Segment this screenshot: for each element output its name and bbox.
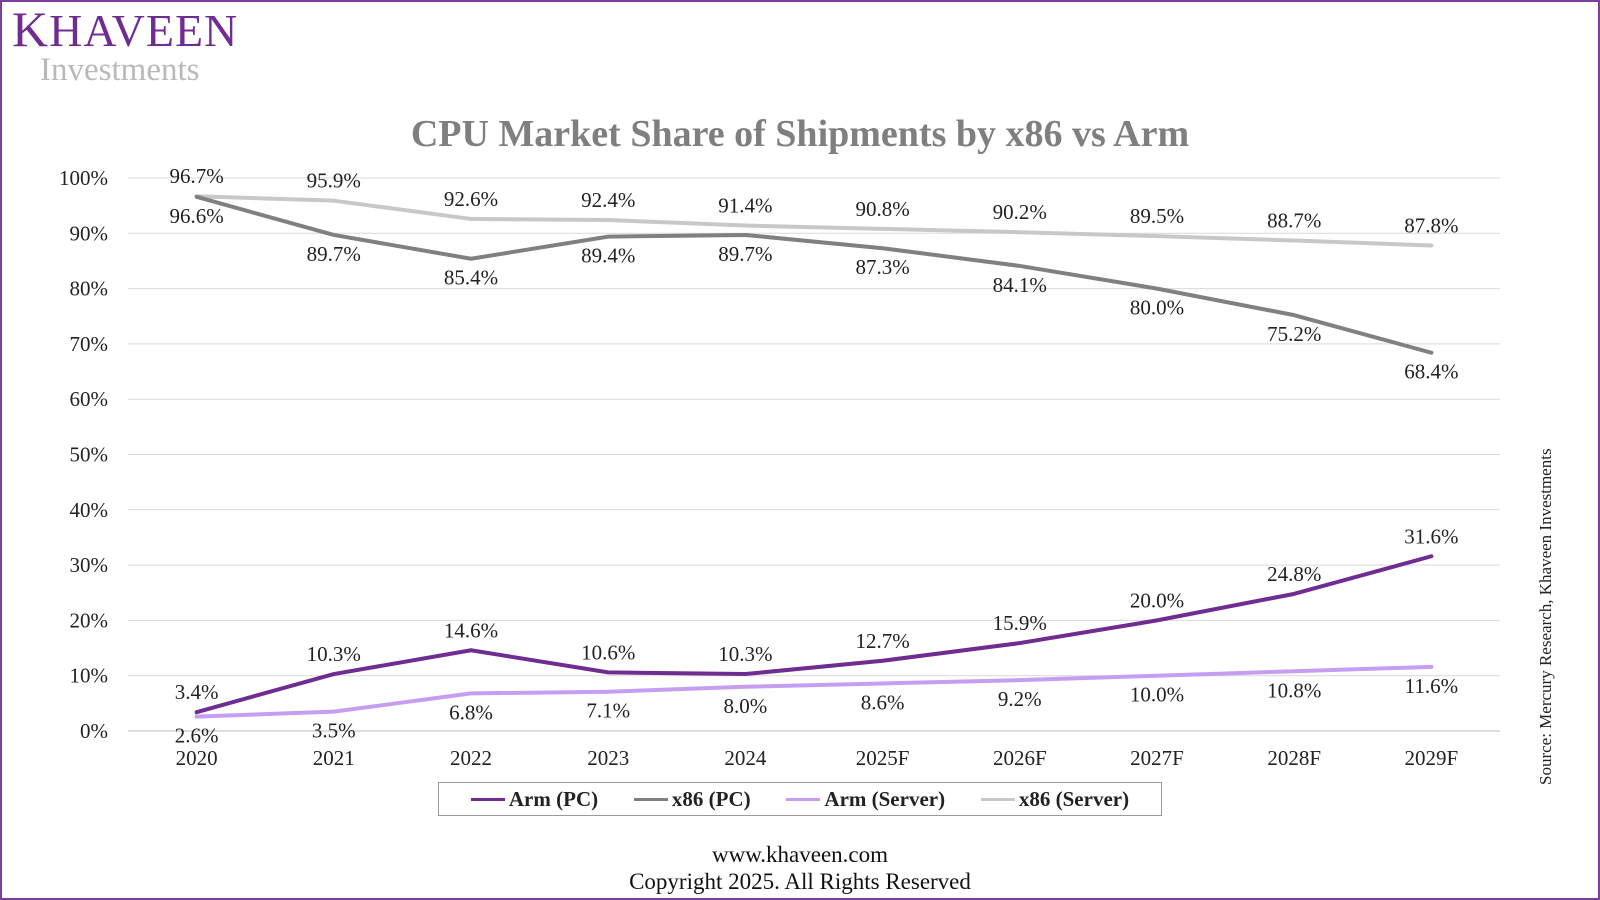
legend-swatch bbox=[786, 797, 821, 801]
legend-label: Arm (PC) bbox=[508, 786, 599, 811]
data-label: 10.3% bbox=[718, 642, 772, 666]
legend-item: x86 (Server) bbox=[980, 786, 1130, 812]
legend-item: Arm (PC) bbox=[470, 786, 599, 812]
data-label: 14.6% bbox=[444, 618, 498, 642]
legend-item: Arm (Server) bbox=[786, 787, 945, 812]
logo-subtitle: Investments bbox=[40, 52, 200, 88]
data-label: 75.2% bbox=[1267, 322, 1321, 346]
data-label: 12.7% bbox=[855, 629, 909, 653]
footer-copyright: Copyright 2025. All Rights Reserved bbox=[629, 869, 971, 894]
logo-wordmark: HAVEEN bbox=[49, 5, 239, 56]
data-label: 11.6% bbox=[1405, 674, 1458, 698]
data-label: 10.8% bbox=[1267, 678, 1321, 702]
data-label: 3.4% bbox=[175, 680, 219, 704]
data-label: 87.3% bbox=[855, 255, 909, 279]
data-label: 90.2% bbox=[993, 200, 1047, 224]
legend-swatch bbox=[470, 797, 505, 801]
data-label: 2.6% bbox=[175, 724, 219, 748]
data-label: 85.4% bbox=[444, 266, 498, 290]
x-tick-label: 2028F bbox=[1267, 746, 1321, 770]
data-label: 89.7% bbox=[307, 242, 361, 266]
x-tick-label: 2025F bbox=[856, 746, 910, 770]
data-label: 24.8% bbox=[1267, 562, 1321, 586]
y-tick-label: 10% bbox=[70, 664, 109, 688]
data-label: 9.2% bbox=[998, 687, 1042, 711]
data-label: 80.0% bbox=[1130, 296, 1184, 320]
data-label: 10.6% bbox=[581, 640, 635, 664]
legend-swatch bbox=[633, 797, 668, 801]
series-line bbox=[194, 194, 1434, 248]
data-label: 89.7% bbox=[718, 242, 772, 266]
footer-website: www.khaveen.com bbox=[711, 842, 889, 867]
data-label: 96.6% bbox=[169, 204, 223, 228]
data-label: 92.4% bbox=[581, 188, 635, 212]
x-tick-label: 2020 bbox=[176, 746, 218, 770]
y-tick-label: 30% bbox=[70, 553, 109, 577]
x-tick-label: 2023 bbox=[587, 746, 629, 770]
legend-label: x86 (Server) bbox=[1018, 786, 1130, 811]
brand-logo: KHAVEEN bbox=[12, 4, 238, 54]
y-tick-label: 20% bbox=[70, 608, 109, 632]
y-tick-label: 0% bbox=[80, 719, 108, 743]
data-label: 96.7% bbox=[169, 164, 223, 188]
data-label: 84.1% bbox=[993, 273, 1047, 297]
x-tick-label: 2027F bbox=[1130, 746, 1184, 770]
data-label: 89.5% bbox=[1130, 204, 1184, 228]
data-label: 31.6% bbox=[1404, 524, 1458, 548]
y-tick-label: 40% bbox=[70, 498, 109, 522]
data-label: 15.9% bbox=[993, 611, 1047, 635]
chart-legend: Arm (PC) x86 (PC) Arm (Server) x86 (Server) bbox=[438, 782, 1162, 816]
x-tick-label: 2022 bbox=[450, 746, 492, 770]
data-label: 91.4% bbox=[718, 194, 772, 218]
y-tick-label: 70% bbox=[70, 332, 109, 356]
data-label: 6.8% bbox=[449, 700, 493, 724]
y-tick-label: 60% bbox=[70, 387, 109, 411]
data-label: 87.8% bbox=[1404, 213, 1458, 237]
x-tick-label: 2026F bbox=[993, 746, 1047, 770]
series-line bbox=[194, 664, 1434, 719]
data-label: 88.7% bbox=[1267, 208, 1321, 232]
logo-initial: K bbox=[12, 1, 50, 57]
data-label: 3.5% bbox=[312, 719, 356, 743]
data-label: 92.6% bbox=[444, 187, 498, 211]
data-label: 20.0% bbox=[1130, 588, 1184, 612]
data-label: 90.8% bbox=[855, 197, 909, 221]
source-note: Source: Mercury Research, Khaveen Invest… bbox=[1536, 448, 1555, 785]
data-label: 10.3% bbox=[307, 642, 361, 666]
data-label: 8.6% bbox=[861, 690, 905, 714]
data-label: 95.9% bbox=[307, 169, 361, 193]
data-label: 89.4% bbox=[581, 244, 635, 268]
x-tick-label: 2029F bbox=[1405, 746, 1459, 770]
x-tick-label: 2024 bbox=[724, 746, 767, 770]
series-line bbox=[194, 554, 1434, 715]
chart-title: CPU Market Share of Shipments by x86 vs … bbox=[410, 113, 1190, 155]
data-label: 10.0% bbox=[1130, 683, 1184, 707]
data-label: 7.1% bbox=[586, 699, 630, 723]
y-tick-label: 100% bbox=[59, 166, 108, 190]
legend-label: x86 (PC) bbox=[671, 786, 751, 811]
series-line bbox=[194, 194, 1434, 355]
legend-label: Arm (Server) bbox=[824, 786, 946, 811]
legend-swatch bbox=[980, 797, 1015, 801]
legend-item: x86 (PC) bbox=[633, 786, 751, 812]
x-tick-label: 2021 bbox=[313, 746, 355, 770]
data-label: 8.0% bbox=[724, 694, 768, 718]
y-tick-label: 50% bbox=[70, 443, 109, 467]
y-tick-label: 90% bbox=[70, 221, 109, 245]
data-label: 68.4% bbox=[1404, 360, 1458, 384]
y-tick-label: 80% bbox=[70, 277, 109, 301]
